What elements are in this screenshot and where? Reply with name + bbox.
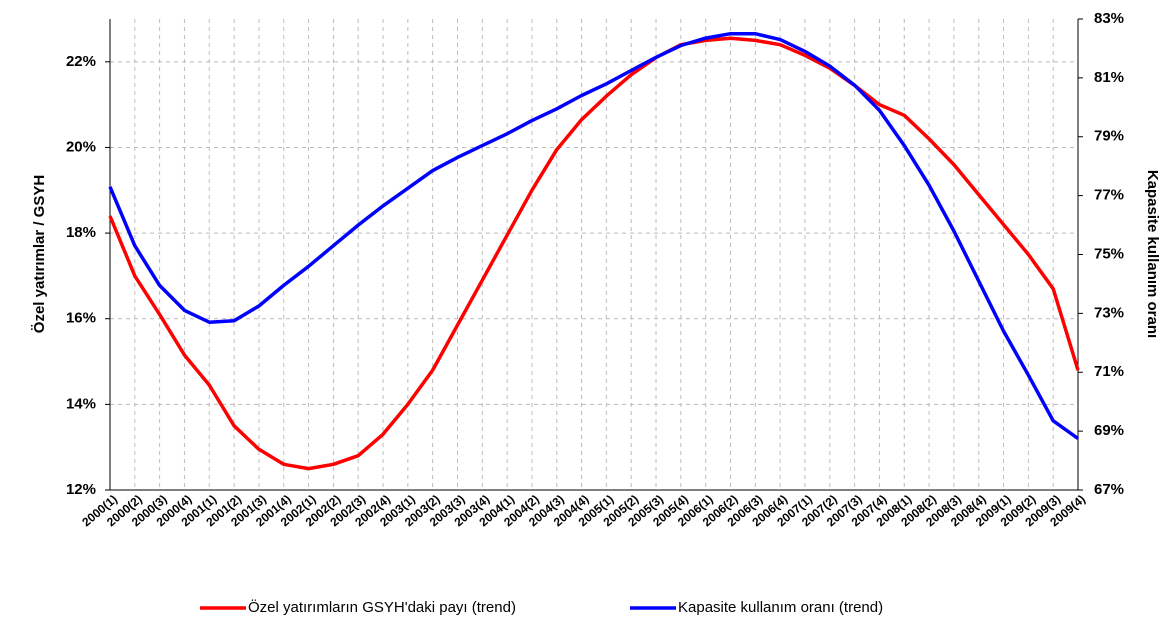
y2-tick-label: 69% (1094, 422, 1124, 439)
series-line (108, 36, 1080, 471)
y2-tick-label: 81% (1094, 69, 1124, 86)
y2-axis-title: Kapasite kullanım oranı (1144, 170, 1161, 338)
legend-label: Özel yatırımların GSYH'daki payı (trend) (248, 598, 516, 616)
y2-tick-label: 67% (1094, 481, 1124, 498)
y2-tick-label: 79% (1094, 128, 1124, 145)
y2-tick-label: 77% (1094, 187, 1124, 204)
y-tick-label: 20% (66, 138, 96, 155)
series-line (108, 31, 1080, 440)
y2-tick-label: 73% (1094, 304, 1124, 321)
y-tick-label: 12% (66, 481, 96, 498)
y2-tick-label: 75% (1094, 245, 1124, 262)
y-axis-title: Özel yatırımlar / GSYH (31, 175, 48, 333)
y-tick-label: 14% (66, 395, 96, 412)
y-tick-label: 16% (66, 310, 96, 327)
y2-tick-label: 83% (1094, 10, 1124, 27)
y-tick-label: 22% (66, 53, 96, 70)
y2-tick-label: 71% (1094, 363, 1124, 380)
y-tick-label: 18% (66, 224, 96, 241)
legend-label: Kapasite kullanım oranı (trend) (678, 599, 883, 616)
